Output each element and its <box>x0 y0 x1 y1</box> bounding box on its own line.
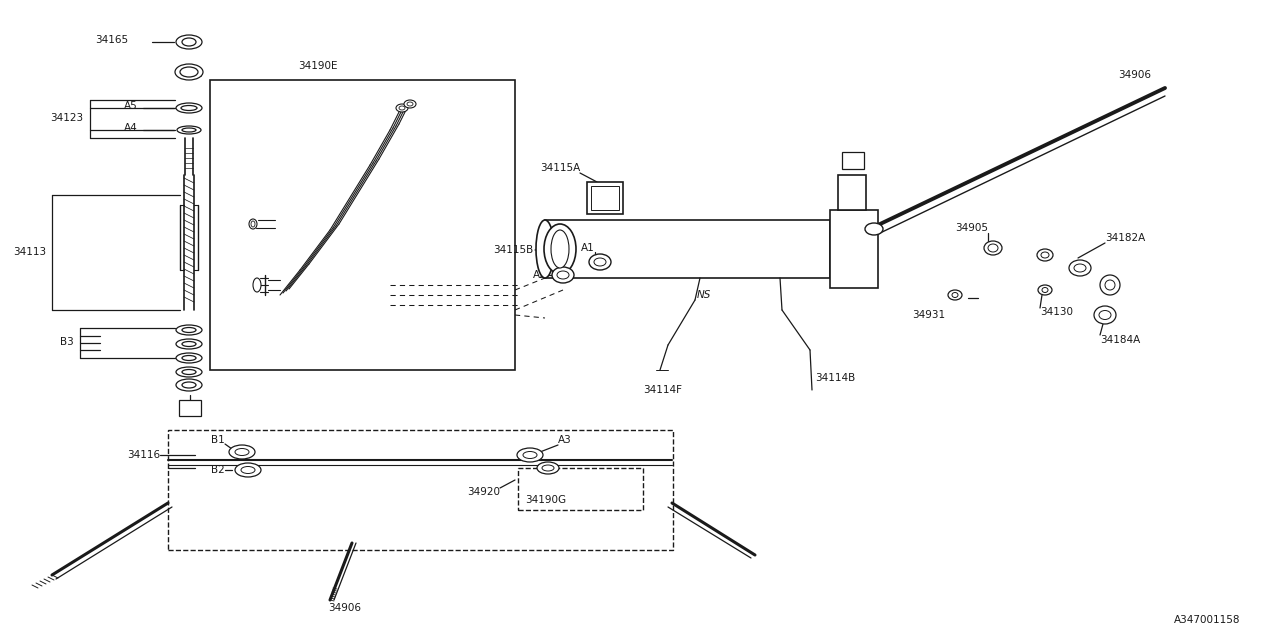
Bar <box>518 468 643 510</box>
Ellipse shape <box>1037 249 1053 261</box>
Text: 34184A: 34184A <box>1100 335 1140 345</box>
Ellipse shape <box>180 67 198 77</box>
Text: 34113: 34113 <box>13 247 46 257</box>
Ellipse shape <box>177 353 202 363</box>
Ellipse shape <box>399 106 404 110</box>
Ellipse shape <box>182 382 196 388</box>
Text: A4: A4 <box>124 123 138 133</box>
Ellipse shape <box>1042 287 1048 292</box>
Ellipse shape <box>1100 275 1120 295</box>
Text: B3: B3 <box>60 337 74 347</box>
Ellipse shape <box>589 254 611 270</box>
Bar <box>838 175 867 210</box>
Text: B2: B2 <box>211 465 225 475</box>
Text: A1: A1 <box>581 243 595 253</box>
Text: 34123: 34123 <box>50 113 83 123</box>
Ellipse shape <box>253 278 261 292</box>
Ellipse shape <box>407 102 413 106</box>
Ellipse shape <box>1074 264 1085 272</box>
Text: 34115B: 34115B <box>493 245 532 255</box>
Ellipse shape <box>557 271 570 279</box>
Text: 34931: 34931 <box>911 310 945 320</box>
Ellipse shape <box>250 219 257 229</box>
Text: A2: A2 <box>534 270 547 280</box>
Ellipse shape <box>241 467 255 474</box>
Text: 34114F: 34114F <box>644 385 682 395</box>
Bar <box>588 182 623 214</box>
Ellipse shape <box>1100 310 1111 319</box>
Ellipse shape <box>538 462 559 474</box>
Text: 34130: 34130 <box>1039 307 1073 317</box>
Ellipse shape <box>404 100 416 108</box>
Text: 34182A: 34182A <box>1105 233 1146 243</box>
Text: 34190G: 34190G <box>525 495 566 505</box>
Text: 34116: 34116 <box>127 450 160 460</box>
Text: A: A <box>850 155 856 165</box>
Text: NS: NS <box>698 290 712 300</box>
Text: A: A <box>187 403 193 413</box>
Ellipse shape <box>524 451 538 458</box>
Ellipse shape <box>1041 252 1050 258</box>
Bar <box>168 430 673 550</box>
Bar <box>179 400 201 416</box>
Text: A3: A3 <box>558 435 572 445</box>
Ellipse shape <box>865 223 883 235</box>
Text: 34114B: 34114B <box>815 373 855 383</box>
Ellipse shape <box>988 244 998 252</box>
Ellipse shape <box>544 224 576 274</box>
Bar <box>591 186 620 210</box>
Text: 34920: 34920 <box>467 487 500 497</box>
Text: 34906: 34906 <box>1117 70 1151 80</box>
Ellipse shape <box>177 103 202 113</box>
Ellipse shape <box>177 126 201 134</box>
Ellipse shape <box>177 325 202 335</box>
Bar <box>842 152 864 169</box>
Ellipse shape <box>948 290 963 300</box>
Text: 34905: 34905 <box>955 223 988 233</box>
Ellipse shape <box>180 106 197 111</box>
Ellipse shape <box>236 463 261 477</box>
Text: 34165: 34165 <box>95 35 128 45</box>
Ellipse shape <box>550 230 570 268</box>
Ellipse shape <box>1038 285 1052 295</box>
Ellipse shape <box>517 448 543 462</box>
Ellipse shape <box>182 328 196 333</box>
Bar <box>829 210 878 288</box>
Ellipse shape <box>1069 260 1091 276</box>
Ellipse shape <box>984 241 1002 255</box>
Ellipse shape <box>175 64 204 80</box>
Ellipse shape <box>541 465 554 471</box>
Text: 34906: 34906 <box>329 603 361 613</box>
Ellipse shape <box>236 449 250 456</box>
Ellipse shape <box>182 38 196 46</box>
Text: A347001158: A347001158 <box>1174 615 1240 625</box>
Ellipse shape <box>396 104 408 112</box>
Ellipse shape <box>182 128 196 132</box>
Ellipse shape <box>177 367 202 377</box>
Text: A5: A5 <box>124 101 138 111</box>
Ellipse shape <box>182 342 196 346</box>
Bar <box>210 80 515 370</box>
Ellipse shape <box>177 339 202 349</box>
Text: 34115A: 34115A <box>540 163 580 173</box>
Ellipse shape <box>952 292 957 298</box>
Ellipse shape <box>594 258 605 266</box>
Bar <box>545 220 829 278</box>
Ellipse shape <box>251 221 255 227</box>
Text: 34190E: 34190E <box>298 61 338 71</box>
Ellipse shape <box>229 445 255 459</box>
Ellipse shape <box>1094 306 1116 324</box>
Ellipse shape <box>536 220 554 278</box>
Ellipse shape <box>552 267 573 283</box>
Ellipse shape <box>177 379 202 391</box>
Ellipse shape <box>177 35 202 49</box>
Ellipse shape <box>182 355 196 360</box>
Ellipse shape <box>1105 280 1115 290</box>
Text: B1: B1 <box>211 435 225 445</box>
Ellipse shape <box>182 369 196 374</box>
